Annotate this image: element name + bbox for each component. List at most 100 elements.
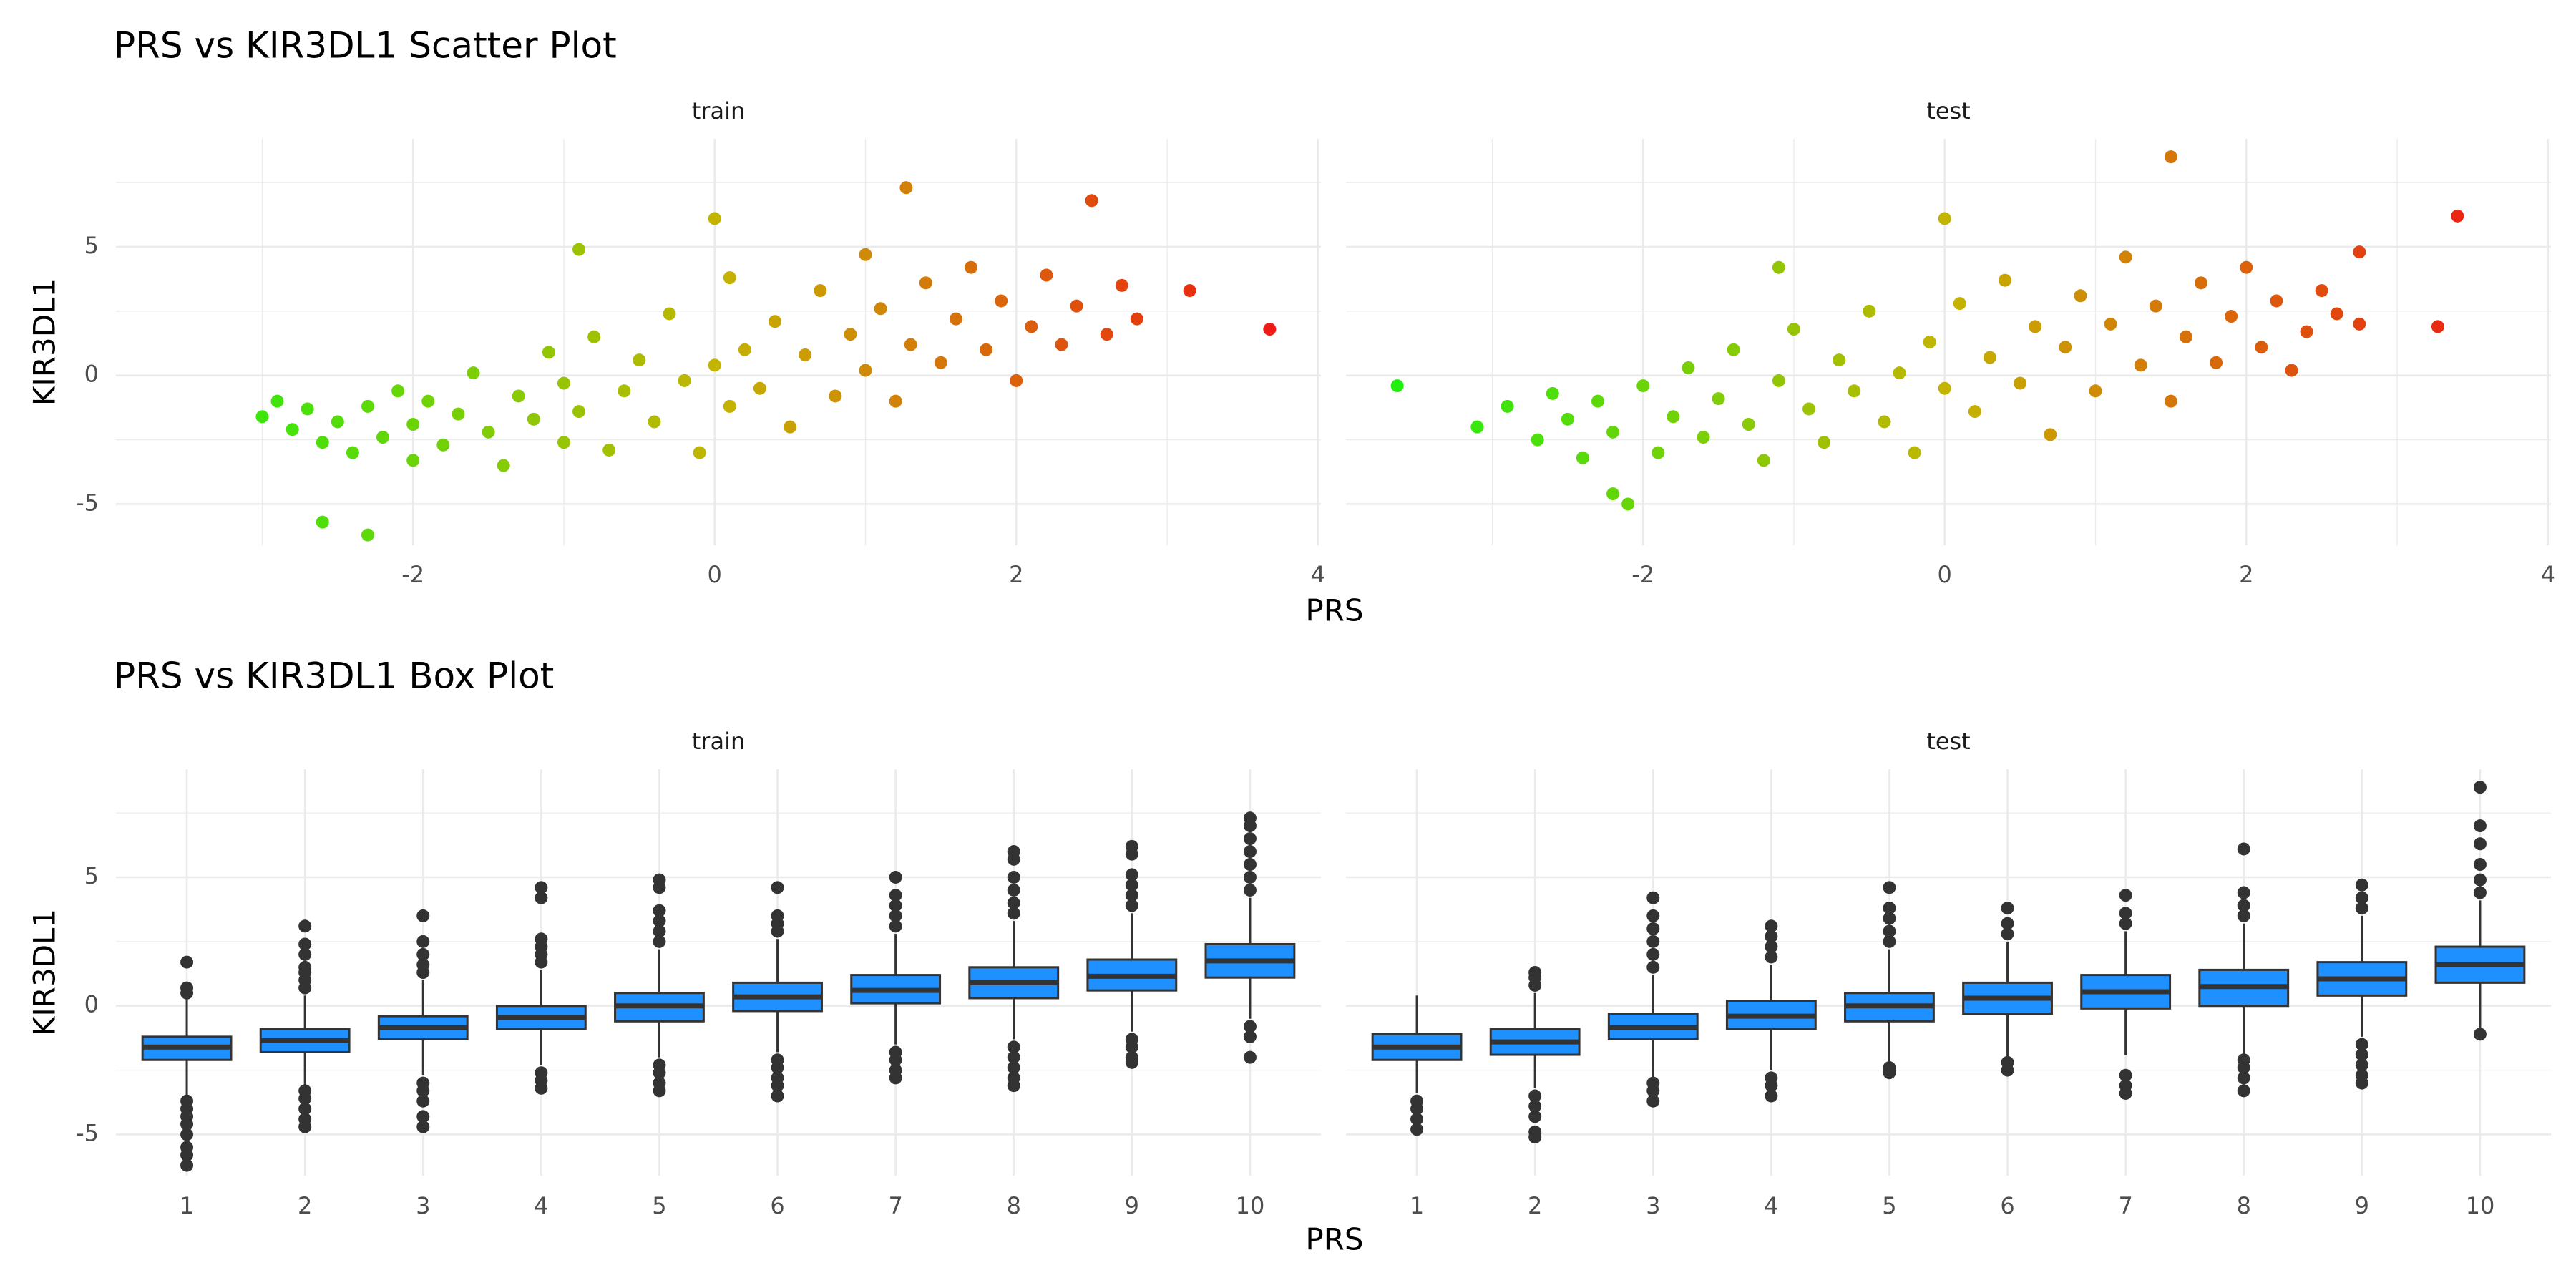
outlier: [1528, 1089, 1542, 1103]
outlier: [2119, 917, 2132, 930]
y-tick-label: 0: [84, 361, 99, 388]
outlier: [2237, 886, 2250, 899]
point: [1772, 374, 1785, 387]
x-tick-label: 2: [1528, 1192, 1542, 1219]
point: [1818, 436, 1831, 449]
point: [1561, 412, 1574, 426]
point: [1787, 323, 1800, 336]
point: [1390, 379, 1404, 393]
point: [723, 399, 736, 413]
x-tick-label: 2: [298, 1192, 312, 1219]
point: [1100, 328, 1113, 341]
point: [2225, 310, 2238, 323]
outlier: [1007, 845, 1020, 859]
point: [421, 394, 435, 408]
point: [1591, 394, 1604, 408]
x-tick-label: 9: [1125, 1192, 1139, 1219]
outlier: [1883, 935, 1896, 948]
facet-label: train: [692, 97, 745, 125]
outlier: [1007, 1061, 1020, 1075]
point: [2104, 317, 2117, 331]
outlier: [2237, 842, 2250, 856]
outlier: [1243, 1020, 1257, 1033]
outlier: [416, 1084, 430, 1098]
outlier: [1765, 940, 1778, 954]
outlier: [2473, 1028, 2487, 1041]
point: [708, 358, 721, 372]
point: [723, 271, 736, 285]
point: [376, 431, 390, 444]
outlier: [180, 981, 194, 995]
point: [919, 276, 932, 290]
y-axis-title: KIR3DL1: [27, 278, 62, 406]
point: [1848, 384, 1861, 398]
outlier: [535, 932, 548, 946]
outlier: [2473, 886, 2487, 899]
outlier: [1007, 1079, 1020, 1093]
point: [2044, 428, 2057, 441]
point: [1546, 386, 1559, 400]
point: [2164, 150, 2177, 164]
point: [2353, 245, 2366, 259]
point: [2451, 209, 2464, 223]
point: [899, 181, 913, 195]
y-tick-label: -5: [76, 489, 99, 516]
point: [1682, 361, 1695, 374]
outlier: [2119, 907, 2132, 920]
point: [1040, 268, 1053, 282]
outlier: [1883, 924, 1896, 938]
point: [1742, 418, 1755, 431]
point: [1727, 343, 1740, 356]
outlier: [1243, 811, 1257, 825]
outlier: [416, 935, 430, 948]
point: [2014, 376, 2027, 390]
point: [527, 412, 540, 426]
outlier: [2237, 1061, 2250, 1075]
point: [1263, 323, 1277, 336]
y-tick-label: 5: [84, 862, 99, 889]
outlier: [653, 1066, 666, 1080]
point: [2089, 384, 2102, 398]
point: [1470, 420, 1484, 434]
point: [2300, 325, 2313, 338]
outlier: [2001, 902, 2014, 915]
point: [2270, 294, 2283, 308]
outlier: [2355, 1038, 2368, 1051]
outlier: [1646, 1084, 1660, 1098]
point: [602, 443, 616, 457]
outlier: [298, 919, 312, 933]
point: [874, 302, 887, 316]
outlier: [298, 1120, 312, 1133]
point: [1183, 284, 1196, 298]
point: [934, 356, 947, 369]
point: [331, 415, 344, 429]
outlier: [1007, 896, 1020, 909]
x-axis-title: PRS: [1305, 1222, 1363, 1257]
outlier: [1765, 1089, 1778, 1103]
outlier: [1765, 919, 1778, 933]
x-tick-label: 1: [1410, 1192, 1424, 1219]
outlier: [653, 1084, 666, 1098]
outlier: [298, 960, 312, 974]
point: [633, 353, 646, 367]
outlier: [1528, 1110, 1542, 1123]
x-tick-label: 4: [534, 1192, 548, 1219]
point: [859, 364, 872, 377]
point: [799, 348, 812, 361]
point: [1636, 379, 1650, 393]
x-tick-label: 5: [652, 1192, 666, 1219]
outlier: [1007, 1040, 1020, 1054]
point: [1893, 366, 1906, 380]
point: [2431, 320, 2444, 333]
outlier: [416, 947, 430, 961]
outlier: [1007, 1050, 1020, 1064]
outlier: [889, 1071, 902, 1085]
y-tick-label: 5: [84, 232, 99, 259]
point: [452, 407, 465, 421]
outlier: [1646, 1094, 1660, 1108]
point: [316, 436, 329, 449]
point: [678, 374, 691, 387]
outlier: [2355, 878, 2368, 892]
outlier: [535, 891, 548, 904]
outlier: [771, 1079, 784, 1093]
